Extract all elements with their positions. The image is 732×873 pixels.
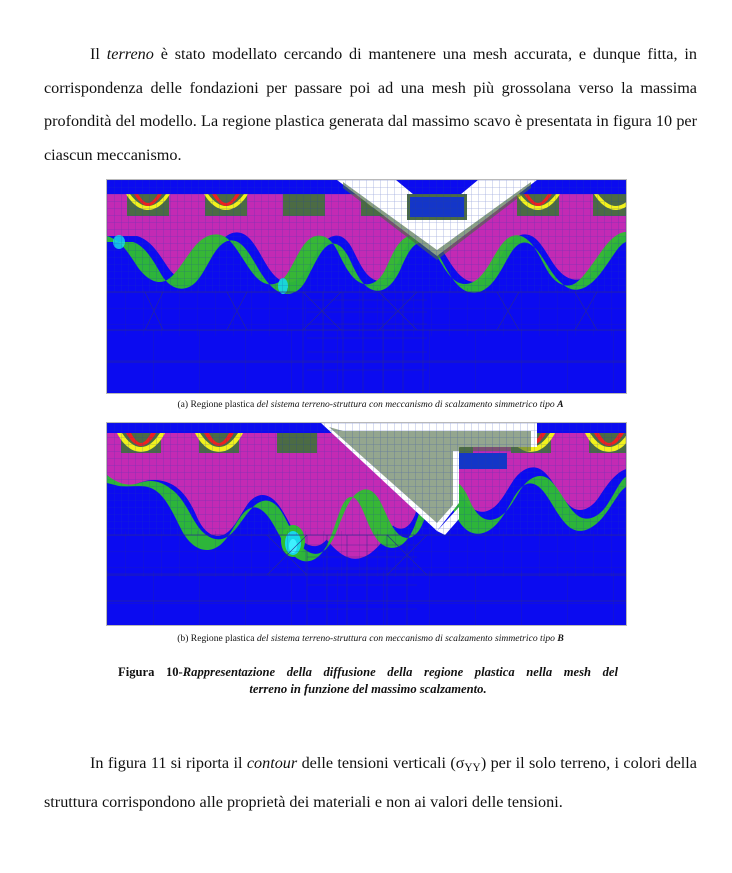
para-bottom-seg-0: In figura 11 si riporta il	[90, 754, 247, 773]
subcap-b-prefix: (b) Regione plastica	[177, 633, 257, 644]
fem-contour-image-b	[106, 422, 627, 626]
sigma-yy-subscript: YY	[464, 762, 481, 775]
paragraph-bottom: In figura 11 si riporta il contour delle…	[44, 747, 697, 819]
subcap-b-type: B	[557, 633, 564, 644]
para-top-seg-0: Il	[90, 45, 107, 64]
para-bottom-seg-4: ) per il solo terreno, i colori della st…	[44, 754, 697, 811]
para-top-seg-2: è stato modellato cercando di mantenere …	[44, 45, 697, 164]
subcap-a-type: A	[557, 399, 564, 410]
figure-caption: Figura 10-Rappresentazione della diffusi…	[118, 664, 618, 698]
figure-caption-text-1: Rappresentazione della diffusione della …	[182, 665, 618, 679]
subcap-a-prefix: (a) Regione plastica	[177, 399, 257, 410]
para-top-seg-1-italic: terreno	[106, 45, 154, 64]
fem-contour-image-a	[106, 179, 627, 394]
figure-caption-line-1: Figura 10-Rappresentazione della diffusi…	[118, 664, 618, 681]
fem-plot-a	[107, 180, 626, 393]
figure-caption-line-2: terreno in funzione del massimo scalzame…	[249, 682, 487, 696]
subcap-a-italic: del sistema terreno-struttura con meccan…	[256, 399, 558, 410]
para-bottom-seg-1-italic: contour	[246, 754, 298, 773]
figure-number-label: Figura 10-	[118, 665, 183, 679]
subfigure-caption-a: (a) Regione plastica del sistema terreno…	[44, 398, 697, 411]
subcap-b-italic: del sistema terreno-struttura con meccan…	[256, 633, 558, 644]
subfigure-caption-b: (b) Regione plastica del sistema terreno…	[44, 632, 697, 645]
fem-plot-b	[107, 423, 626, 625]
para-bottom-seg-2: delle tensioni verticali (σ	[297, 754, 465, 773]
paragraph-top: Il terreno è stato modellato cercando di…	[44, 38, 697, 172]
